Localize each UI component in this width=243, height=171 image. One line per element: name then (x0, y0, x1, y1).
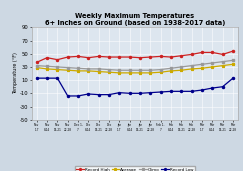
Average (221, 65, 224, 67)
Average (139, 72, 141, 74)
Climo (180, 66, 183, 68)
Average (232, 63, 234, 65)
Average (66, 69, 69, 71)
Legend: Record High, Average, Climo, Record Low: Record High, Average, Climo, Record Low (75, 166, 195, 171)
Record High (221, 53, 224, 55)
Record High (159, 55, 162, 57)
Record Low (35, 77, 38, 79)
Record High (232, 50, 234, 52)
Record High (56, 59, 59, 61)
Record Low (180, 90, 183, 92)
Y-axis label: Temperature (°F): Temperature (°F) (13, 53, 18, 94)
Climo (108, 69, 111, 71)
Record Low (159, 91, 162, 93)
Climo (128, 69, 131, 71)
Climo (118, 69, 121, 71)
Record High (200, 51, 203, 54)
Record Low (190, 90, 193, 92)
Record Low (77, 95, 79, 97)
Average (87, 70, 90, 72)
Record Low (211, 87, 214, 89)
Climo (139, 69, 141, 71)
Climo (77, 67, 79, 69)
Average (128, 72, 131, 74)
Average (190, 68, 193, 70)
Record Low (232, 77, 234, 79)
Record High (128, 56, 131, 58)
Record High (211, 51, 214, 54)
Record High (139, 57, 141, 59)
Record High (66, 56, 69, 58)
Average (46, 68, 49, 70)
Climo (149, 69, 152, 71)
Title: Weekly Maximum Temperatures
6+ Inches on Ground (based on 1938-2017 data): Weekly Maximum Temperatures 6+ Inches on… (45, 13, 225, 26)
Record High (77, 55, 79, 57)
Average (118, 72, 121, 74)
Climo (97, 68, 100, 70)
Record Low (56, 77, 59, 79)
Average (211, 66, 214, 68)
Climo (211, 62, 214, 64)
Record Low (108, 94, 111, 96)
Average (200, 67, 203, 69)
Record Low (139, 92, 141, 94)
Average (180, 69, 183, 71)
Record High (46, 57, 49, 59)
Record Low (149, 92, 152, 94)
Average (97, 70, 100, 73)
Record Low (170, 90, 173, 92)
Climo (66, 67, 69, 69)
Record Low (221, 86, 224, 88)
Record High (190, 53, 193, 55)
Average (56, 69, 59, 71)
Record High (97, 55, 100, 57)
Climo (221, 61, 224, 63)
Climo (232, 59, 234, 61)
Record Low (97, 94, 100, 96)
Record High (170, 56, 173, 58)
Climo (200, 63, 203, 65)
Record Low (87, 93, 90, 95)
Record Low (118, 92, 121, 94)
Line: Record Low: Record Low (36, 77, 234, 97)
Line: Climo: Climo (36, 59, 234, 71)
Climo (87, 68, 90, 70)
Average (35, 67, 38, 69)
Climo (35, 65, 38, 67)
Climo (159, 69, 162, 71)
Average (159, 71, 162, 73)
Line: Average: Average (35, 63, 234, 74)
Record High (108, 56, 111, 58)
Average (108, 71, 111, 73)
Record Low (66, 95, 69, 97)
Average (77, 70, 79, 72)
Average (170, 70, 173, 72)
Climo (46, 65, 49, 67)
Record Low (46, 77, 49, 79)
Record High (118, 56, 121, 58)
Record High (149, 56, 152, 58)
Record High (180, 55, 183, 57)
Climo (190, 65, 193, 67)
Line: Record High: Record High (36, 50, 234, 63)
Record High (35, 61, 38, 63)
Record Low (128, 92, 131, 94)
Record Low (200, 89, 203, 91)
Climo (56, 66, 59, 68)
Average (149, 72, 152, 74)
Climo (170, 67, 173, 69)
Record High (87, 57, 90, 59)
